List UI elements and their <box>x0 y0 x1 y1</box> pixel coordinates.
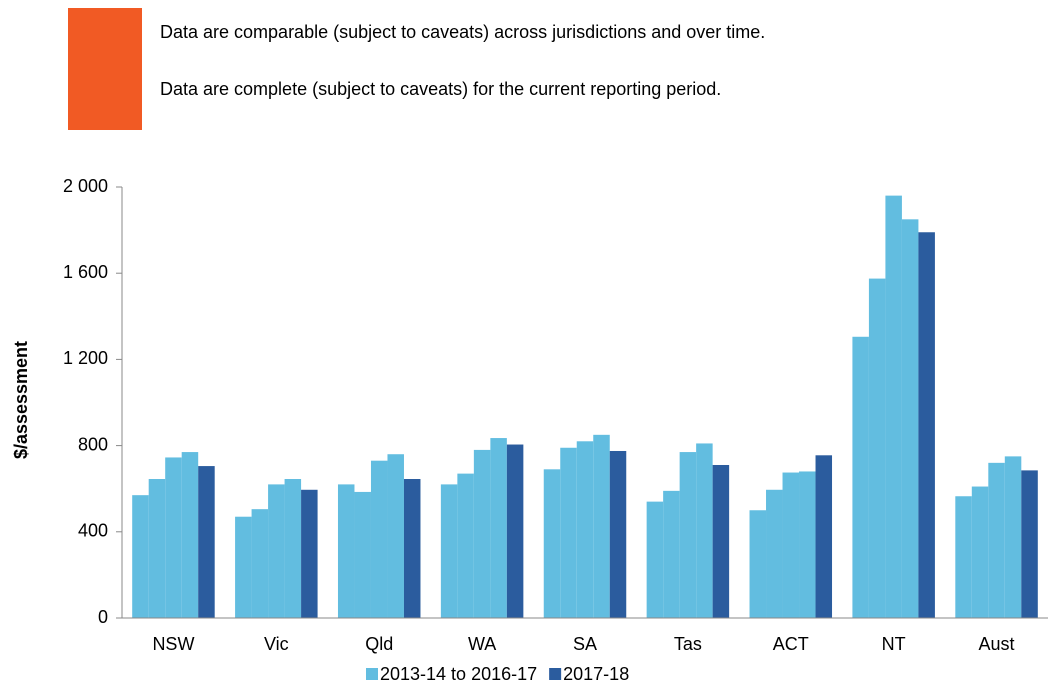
x-tick-label: NT <box>882 634 906 654</box>
bar <box>268 484 285 618</box>
legend-swatch <box>549 668 562 680</box>
bar <box>506 444 524 618</box>
bar <box>609 450 627 618</box>
bar <box>403 479 421 618</box>
bar <box>132 495 149 618</box>
bar <box>885 195 902 618</box>
bar <box>918 232 935 618</box>
y-tick-label: 400 <box>78 521 108 541</box>
legend-swatch <box>366 668 378 680</box>
bar <box>782 472 800 618</box>
bar <box>576 441 594 618</box>
bar <box>766 489 783 618</box>
status-box <box>68 8 142 130</box>
x-tick-label: Aust <box>979 634 1015 654</box>
x-tick-label: SA <box>573 634 597 654</box>
bar <box>235 516 252 618</box>
y-tick-label: 2 000 <box>63 176 108 196</box>
bar <box>337 484 355 618</box>
x-tick-label: Qld <box>365 634 393 654</box>
y-tick-label: 800 <box>78 434 108 454</box>
bar <box>284 479 302 618</box>
legend-label: 2017-18 <box>563 664 629 684</box>
bar <box>712 464 730 618</box>
bar <box>181 452 199 618</box>
x-tick-label: WA <box>468 634 496 654</box>
bar <box>971 486 989 618</box>
bar <box>868 278 886 618</box>
bar <box>301 489 318 618</box>
x-tick-label: Vic <box>264 634 289 654</box>
x-tick-label: ACT <box>773 634 809 654</box>
bar <box>901 219 919 618</box>
bar <box>852 336 869 618</box>
bar <box>354 491 371 618</box>
bar <box>1004 456 1022 618</box>
bar <box>679 452 697 618</box>
bar <box>490 438 507 618</box>
bar <box>560 447 577 618</box>
legend-label: 2013-14 to 2016-17 <box>380 664 537 684</box>
x-tick-label: Tas <box>674 634 702 654</box>
bar <box>1021 470 1038 618</box>
bar <box>663 490 680 618</box>
bar <box>815 455 833 618</box>
note: Data are complete (subject to caveats) f… <box>160 79 721 99</box>
y-tick-label: 0 <box>98 607 108 627</box>
y-axis-label: $/assessment <box>11 341 31 459</box>
bar <box>251 509 269 618</box>
note: Data are comparable (subject to caveats)… <box>160 22 765 42</box>
bar <box>148 479 166 618</box>
bar <box>543 469 561 618</box>
bar <box>165 457 182 618</box>
y-tick-label: 1 200 <box>63 348 108 368</box>
bar <box>799 471 816 618</box>
bar <box>988 462 1005 618</box>
bar <box>749 510 767 618</box>
bar <box>198 466 215 618</box>
bar <box>473 449 491 618</box>
bar <box>593 434 610 618</box>
bar <box>646 501 664 618</box>
y-tick-label: 1 600 <box>63 262 108 282</box>
bar <box>440 484 458 618</box>
bar <box>955 496 972 618</box>
bar <box>457 473 474 618</box>
bar <box>370 460 388 618</box>
x-tick-label: NSW <box>152 634 194 654</box>
bar <box>387 454 404 618</box>
bar <box>696 443 713 618</box>
